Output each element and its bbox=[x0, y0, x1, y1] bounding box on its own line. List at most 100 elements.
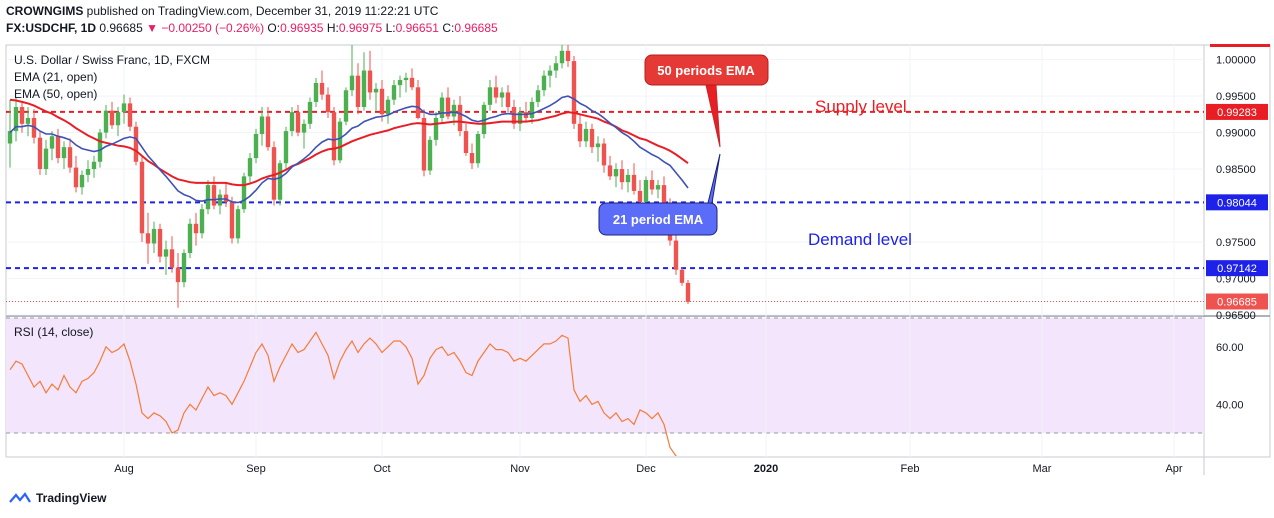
candle-up bbox=[547, 70, 553, 76]
axes: 1.00000 0.99500 0.99000 0.98500 0.97500 0.970… bbox=[14, 55, 1268, 475]
candle-up bbox=[199, 209, 205, 234]
candle-down bbox=[649, 180, 655, 190]
axis-top-marker bbox=[1210, 44, 1270, 47]
open-label: O: bbox=[267, 21, 281, 35]
candle-up bbox=[349, 75, 355, 91]
candle-down bbox=[505, 92, 511, 108]
candle-up bbox=[475, 134, 481, 164]
candle-up bbox=[289, 112, 295, 132]
candle-down bbox=[211, 185, 217, 206]
candle-up bbox=[7, 131, 13, 144]
ema21-line bbox=[9, 95, 689, 204]
candle-down bbox=[31, 117, 37, 138]
close-label: C: bbox=[442, 21, 455, 35]
candle-down bbox=[19, 107, 25, 124]
candle-down bbox=[319, 82, 325, 95]
price-tick-label: 0.99500 bbox=[1216, 91, 1256, 103]
candle-down bbox=[565, 50, 571, 62]
candle-up bbox=[181, 252, 187, 283]
candle-up bbox=[643, 180, 649, 202]
candle-down bbox=[589, 128, 595, 148]
candle-up bbox=[49, 136, 55, 149]
candle-up bbox=[535, 90, 541, 102]
rsi-tick-label: 60.00 bbox=[1216, 342, 1244, 354]
rsi-title: RSI (14, close) bbox=[14, 325, 93, 339]
candle-down bbox=[295, 112, 301, 133]
candle-down bbox=[409, 77, 415, 88]
candle-down bbox=[229, 201, 235, 239]
price-tick-label: 1.00000 bbox=[1216, 55, 1256, 67]
candle-down bbox=[175, 267, 181, 283]
close-value: 0.96685 bbox=[454, 21, 498, 35]
demand-upper-line-label-bg bbox=[1206, 194, 1268, 211]
ema50-callout-box bbox=[644, 54, 769, 86]
candle-up bbox=[115, 112, 121, 126]
annotations: Supply level Demand level 50 periods EMA 21… bbox=[598, 54, 912, 249]
high-label: H: bbox=[326, 21, 339, 35]
symbol-label: FX:USDCHF, 1D bbox=[6, 21, 97, 35]
down-arrow-icon: ▼ bbox=[146, 21, 158, 35]
candle-up bbox=[487, 87, 493, 105]
candle-down bbox=[637, 190, 643, 202]
candle-up bbox=[583, 128, 589, 142]
candle-up bbox=[217, 194, 223, 206]
time-tick-label: Mar bbox=[1033, 463, 1052, 475]
demand-upper-line-label: 0.98044 bbox=[1217, 197, 1257, 209]
candle-down bbox=[271, 147, 277, 200]
candle-down bbox=[631, 174, 637, 191]
candle-up bbox=[259, 116, 265, 135]
candle-up bbox=[433, 117, 439, 140]
ema21-callout-text: 21 period EMA bbox=[613, 212, 704, 227]
price-tick-label: 0.98500 bbox=[1216, 164, 1256, 176]
candle-up bbox=[25, 117, 31, 124]
candle-down bbox=[421, 117, 427, 171]
publisher-name: CROWNGIMS bbox=[6, 4, 84, 18]
candle-down bbox=[673, 240, 679, 270]
low-label: L: bbox=[385, 21, 396, 35]
candle-up bbox=[97, 132, 103, 162]
candle-up bbox=[343, 90, 349, 122]
candle-down bbox=[679, 269, 685, 283]
ema50-callout-text: 50 periods EMA bbox=[657, 63, 755, 78]
candle-up bbox=[559, 50, 565, 64]
candle-up bbox=[595, 143, 601, 148]
candle-up bbox=[61, 147, 67, 159]
demand-lower-line-label-bg bbox=[1206, 260, 1268, 277]
candle-up bbox=[85, 169, 91, 175]
candle-down bbox=[127, 103, 133, 127]
candle-up bbox=[529, 101, 535, 118]
legend: U.S. Dollar / Swiss Franc, 1D, FXCM EMA (… bbox=[14, 53, 210, 101]
candle-down bbox=[133, 126, 139, 162]
candle-up bbox=[613, 169, 619, 177]
candle-up bbox=[313, 82, 319, 102]
candle-up bbox=[13, 107, 19, 132]
price-tick-label: 0.96500 bbox=[1216, 310, 1256, 322]
rsi-band-fill bbox=[6, 318, 1204, 433]
candle-down bbox=[331, 112, 337, 161]
candle-up bbox=[517, 112, 523, 124]
grid bbox=[6, 45, 1204, 457]
supply-level-text: Supply level bbox=[815, 97, 907, 116]
time-tick-label: Dec bbox=[636, 463, 656, 475]
candle-up bbox=[625, 174, 631, 183]
candle-down bbox=[463, 131, 469, 153]
rsi-line bbox=[9, 331, 678, 456]
candle-down bbox=[571, 61, 577, 124]
candle-up bbox=[553, 63, 559, 71]
time-tick-label: Aug bbox=[114, 463, 134, 475]
candle-down bbox=[355, 75, 361, 108]
candle-up bbox=[283, 131, 289, 164]
candle-up bbox=[361, 70, 367, 108]
candle-up bbox=[373, 88, 379, 93]
price-tick-label: 0.97000 bbox=[1216, 274, 1256, 286]
candle-down bbox=[169, 249, 175, 268]
candle-up bbox=[205, 185, 211, 210]
candle-down bbox=[469, 153, 475, 164]
supply-line-label-bg bbox=[1206, 103, 1268, 120]
tradingview-logo-icon bbox=[9, 492, 31, 503]
ema21-callout-pointer bbox=[700, 153, 721, 204]
candle-down bbox=[37, 137, 43, 170]
candle-up bbox=[307, 101, 313, 124]
open-value: 0.96935 bbox=[280, 21, 324, 35]
